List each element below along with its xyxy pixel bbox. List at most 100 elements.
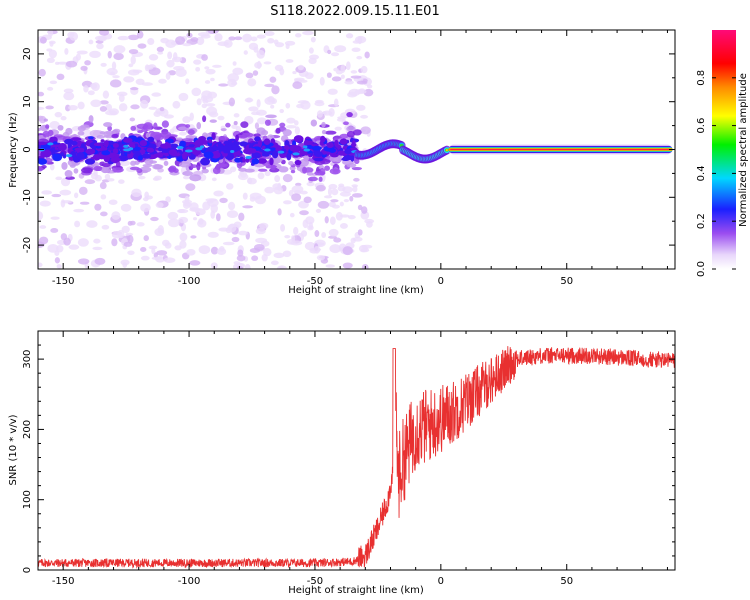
core-blob bbox=[53, 141, 58, 145]
noise-speckle bbox=[250, 36, 258, 42]
core-blob bbox=[262, 151, 270, 157]
noise-speckle bbox=[226, 210, 239, 218]
noise-speckle bbox=[205, 198, 218, 202]
noise-speckle bbox=[167, 218, 180, 228]
noise-blob bbox=[282, 129, 292, 137]
noise-speckle bbox=[340, 74, 345, 79]
core-blob bbox=[153, 153, 161, 158]
noise-speckle bbox=[201, 90, 213, 100]
snr-y-tick-label: 100 bbox=[22, 490, 33, 509]
noise-speckle bbox=[156, 46, 165, 53]
noise-speckle bbox=[156, 250, 168, 256]
noise-speckle bbox=[101, 224, 110, 230]
noise-speckle bbox=[344, 80, 354, 85]
noise-speckle bbox=[294, 120, 299, 126]
noise-speckle bbox=[360, 65, 368, 74]
noise-speckle bbox=[270, 260, 279, 266]
noise-speckle bbox=[345, 61, 351, 71]
noise-blob bbox=[93, 165, 103, 171]
noise-speckle bbox=[120, 203, 132, 212]
noise-speckle bbox=[113, 45, 126, 54]
noise-speckle bbox=[157, 225, 164, 234]
core-blob bbox=[84, 158, 96, 165]
noise-speckle bbox=[183, 202, 193, 207]
noise-speckle bbox=[304, 241, 316, 251]
noise-speckle bbox=[342, 262, 353, 269]
noise-speckle bbox=[226, 183, 234, 190]
noise-speckle bbox=[178, 216, 189, 224]
noise-blob bbox=[57, 124, 64, 131]
noise-speckle bbox=[120, 259, 130, 266]
noise-speckle bbox=[113, 52, 124, 61]
core-blob bbox=[305, 144, 314, 149]
noise-speckle bbox=[331, 204, 340, 209]
noise-speckle bbox=[245, 72, 254, 79]
noise-speckle bbox=[109, 79, 122, 88]
noise-speckle bbox=[155, 202, 164, 208]
spectrogram-y-ticks: 20 10 0 -10 -20 bbox=[22, 29, 675, 270]
core-blob bbox=[164, 141, 170, 149]
noise-speckle bbox=[49, 163, 55, 171]
noise-speckle bbox=[129, 87, 139, 91]
noise-speckle bbox=[172, 52, 178, 61]
noise-speckle bbox=[274, 42, 285, 48]
noise-speckle bbox=[179, 240, 187, 249]
noise-speckle bbox=[216, 247, 227, 256]
noise-speckle bbox=[347, 214, 356, 220]
hot-spot bbox=[47, 142, 54, 146]
core-blob bbox=[352, 140, 356, 148]
noise-speckle bbox=[69, 31, 79, 41]
core-blob bbox=[225, 151, 233, 159]
noise-speckle bbox=[97, 35, 108, 42]
noise-speckle bbox=[89, 50, 101, 59]
snr-panel: -150 -100 -50 0 50 0 100 200 300 Height of stra… bbox=[8, 330, 676, 596]
noise-speckle bbox=[291, 185, 304, 193]
spectrogram-x-tick-label: -100 bbox=[178, 276, 201, 287]
core-blob bbox=[272, 150, 279, 159]
noise-speckle bbox=[129, 117, 136, 122]
noise-speckle bbox=[217, 115, 225, 121]
noise-speckle bbox=[331, 76, 342, 82]
core-blob bbox=[147, 136, 155, 143]
noise-blob bbox=[176, 137, 183, 141]
core-blob bbox=[194, 139, 204, 147]
core-blob bbox=[104, 140, 109, 148]
noise-speckle bbox=[46, 57, 55, 63]
noise-speckle bbox=[143, 235, 149, 242]
noise-speckle bbox=[108, 199, 118, 205]
core-blob bbox=[52, 153, 63, 162]
noise-speckle bbox=[99, 100, 109, 105]
noise-speckle bbox=[279, 109, 285, 114]
noise-speckle bbox=[327, 49, 332, 55]
noise-speckle bbox=[68, 104, 78, 111]
core-blob bbox=[200, 157, 211, 166]
noise-speckle bbox=[329, 244, 342, 254]
noise-speckle bbox=[357, 229, 363, 236]
noise-speckle bbox=[247, 177, 257, 185]
noise-speckle bbox=[251, 111, 261, 116]
snr-y-tick-label: 0 bbox=[22, 567, 33, 573]
noise-blob bbox=[324, 165, 330, 171]
noise-speckle bbox=[330, 52, 340, 57]
noise-speckle bbox=[168, 70, 177, 76]
noise-blob bbox=[38, 166, 44, 172]
noise-speckle bbox=[47, 86, 54, 91]
noise-speckle bbox=[219, 197, 228, 204]
spectrogram-x-tick-label: -150 bbox=[52, 276, 75, 287]
spectrogram-x-tick-label: -50 bbox=[307, 276, 323, 287]
noise-speckle bbox=[350, 75, 362, 79]
noise-speckle bbox=[343, 199, 350, 203]
noise-speckle bbox=[228, 201, 236, 211]
snr-frame bbox=[37, 330, 676, 571]
noise-blob bbox=[101, 166, 109, 174]
core-blob bbox=[182, 152, 188, 160]
noise-speckle bbox=[151, 92, 162, 97]
noise-speckle bbox=[310, 36, 316, 43]
noise-speckle bbox=[84, 179, 96, 185]
noise-speckle bbox=[248, 42, 259, 51]
noise-speckle bbox=[333, 98, 339, 107]
core-blob bbox=[71, 137, 82, 141]
noise-speckle bbox=[38, 262, 43, 268]
colorbar-tick-label: 0.2 bbox=[696, 213, 707, 229]
noise-speckle bbox=[38, 211, 44, 221]
